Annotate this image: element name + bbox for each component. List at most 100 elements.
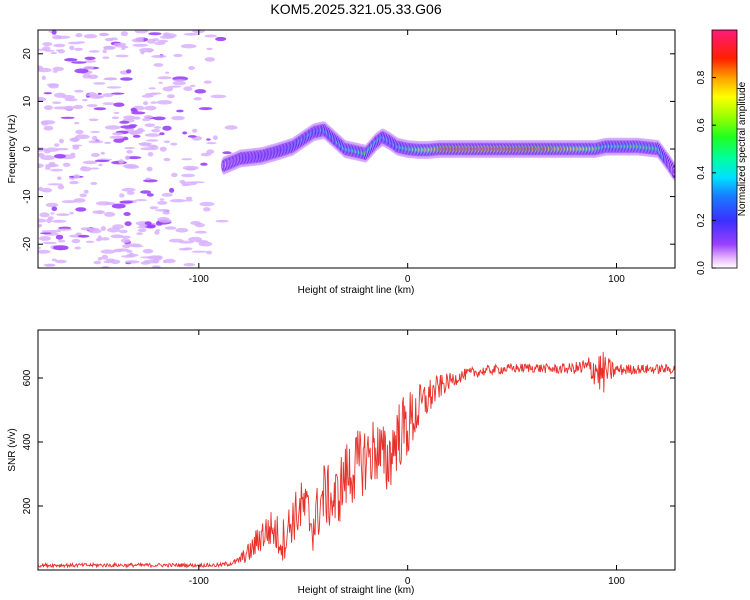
spectrogram-noise-blob bbox=[93, 82, 106, 85]
spectrogram-noise-blob bbox=[38, 186, 44, 192]
spectrogram-noise-blob bbox=[112, 132, 124, 136]
spectrogram-noise-blob bbox=[103, 78, 118, 81]
spectrogram-noise-blob bbox=[153, 63, 164, 67]
spectrogram-noise-blob bbox=[206, 149, 215, 154]
snr-xlabel: Height of straight line (km) bbox=[298, 585, 415, 596]
spectrogram-noise-blob bbox=[144, 133, 161, 137]
spectrogram-noise-blob bbox=[144, 105, 157, 111]
spectrogram-noise-blob bbox=[74, 246, 81, 250]
colorbar-label: Normalized spectral amplitude bbox=[737, 81, 748, 216]
spectrogram-noise-blob bbox=[137, 228, 147, 233]
spectrogram-noise-blob bbox=[119, 120, 130, 124]
spectrogram-noise-blob bbox=[117, 248, 130, 252]
spectrogram-noise-blob bbox=[175, 228, 189, 233]
spectrogram-noise-blob bbox=[102, 56, 110, 59]
spectrogram-noise-blob bbox=[140, 256, 156, 259]
spectrogram-noise-blob bbox=[204, 57, 215, 62]
spectrogram-noise-blob bbox=[185, 196, 193, 200]
spectrogram-noise-blob bbox=[154, 230, 160, 235]
spectrogram-noise-blob bbox=[155, 229, 161, 232]
spectrogram-noise-blob bbox=[181, 173, 195, 178]
spectrogram-noise-blob bbox=[41, 187, 53, 193]
spectrogram-noise-blob bbox=[170, 142, 178, 146]
spectrogram-xtick-label: -100 bbox=[189, 274, 209, 285]
spectrogram-noise-blob bbox=[200, 162, 208, 166]
spectrogram-noise-blob bbox=[180, 44, 197, 49]
spectrogram-noise-blob bbox=[89, 167, 100, 170]
spectrogram-noise-blob bbox=[57, 228, 73, 231]
spectrogram-noise-blob bbox=[204, 34, 217, 38]
spectrogram-noise-blob bbox=[124, 164, 140, 169]
spectrogram-noise-blob bbox=[185, 167, 196, 171]
spectrogram-noise-blob bbox=[85, 240, 95, 243]
spectrogram-noise-blob bbox=[130, 132, 140, 135]
spectrogram-noise-blob bbox=[103, 46, 114, 50]
spectrogram-noise-blob bbox=[77, 234, 90, 238]
spectrogram-noise-blob bbox=[162, 125, 172, 131]
spectrogram-noise-blob bbox=[129, 252, 134, 256]
colorbar: 0.0 0.2 0.4 0.6 0.8 Normalized spectral ampl… bbox=[696, 29, 748, 275]
spectrogram-noise-blob bbox=[40, 232, 52, 235]
spectrogram-noise-blob bbox=[147, 38, 156, 44]
spectrogram-noise-blob bbox=[57, 239, 66, 243]
spectrogram-noise-blob bbox=[136, 232, 143, 236]
spectrogram-noise-blob bbox=[75, 207, 87, 212]
spectrogram-noise-blob bbox=[113, 102, 125, 107]
spectrogram-noise-blob bbox=[69, 180, 79, 185]
spectrogram-noise-blob bbox=[193, 97, 202, 101]
colorbar-tick-label: 0.4 bbox=[696, 165, 707, 179]
spectrogram-noise-blob bbox=[198, 107, 213, 111]
spectrogram-noise-blob bbox=[115, 54, 129, 58]
spectrogram-noise-blob bbox=[55, 234, 64, 240]
colorbar-ticks: 0.0 0.2 0.4 0.6 0.8 bbox=[696, 70, 716, 275]
spectrogram-noise-blob bbox=[52, 101, 62, 104]
spectrogram-noise-blob bbox=[45, 147, 60, 152]
spectrogram-noise-blob bbox=[161, 193, 173, 197]
spectrogram-noise-blob bbox=[153, 116, 166, 121]
spectrogram-noise-blob bbox=[62, 162, 71, 167]
spectrogram-noise-blob bbox=[43, 92, 52, 95]
spectrogram-noise-blob bbox=[80, 227, 91, 231]
spectrogram-noise-blob bbox=[74, 121, 80, 125]
spectrogram-noise-blob bbox=[44, 49, 55, 52]
spectrogram-noise-blob bbox=[104, 125, 121, 130]
spectrogram-noise-blob bbox=[124, 260, 140, 264]
spectrogram-noise-blob bbox=[176, 109, 184, 113]
spectrogram-noise-blob bbox=[110, 234, 124, 239]
spectrogram-noise-blob bbox=[121, 244, 131, 249]
spectrogram-noise-blob bbox=[55, 259, 67, 264]
spectrogram-noise-blob bbox=[71, 238, 81, 244]
spectrogram-noise-blob bbox=[84, 60, 97, 63]
spectrogram-noise-blob bbox=[194, 89, 207, 94]
spectrogram-noise-blob bbox=[38, 163, 44, 169]
spectrogram-noise-blob bbox=[118, 159, 125, 164]
colorbar-gradient bbox=[711, 29, 738, 269]
spectrogram-noise-blob bbox=[181, 184, 190, 187]
spectrogram-noise-blob bbox=[45, 229, 62, 233]
spectrogram-noise-blob bbox=[104, 37, 114, 42]
snr-ytick-label: 200 bbox=[22, 497, 33, 514]
spectrogram-noise-blob bbox=[124, 155, 130, 161]
spectrogram-noise-blob bbox=[124, 221, 132, 227]
spectrogram-noise-blob bbox=[167, 94, 175, 99]
spectrogram-noise-blob bbox=[149, 206, 159, 210]
snr-xtick-label: 100 bbox=[608, 576, 625, 587]
spectrogram-noise-blob bbox=[189, 84, 196, 87]
spectrogram-noise-blob bbox=[141, 94, 154, 98]
spectrogram-noise-blob bbox=[132, 43, 149, 47]
spectrogram-noise-blob bbox=[40, 155, 56, 161]
spectrogram-noise-blob bbox=[206, 47, 213, 51]
spectrogram-noise-blob bbox=[146, 144, 157, 148]
spectrogram-noise-blob bbox=[69, 211, 74, 215]
spectrogram-noise-blob bbox=[75, 33, 83, 38]
spectrogram-noise-blob bbox=[98, 163, 103, 167]
spectrogram-noise-blob bbox=[42, 42, 53, 47]
spectrogram-noise-blob bbox=[145, 177, 151, 180]
spectrogram-noise-blob bbox=[146, 193, 154, 197]
spectrogram-noise-blob bbox=[148, 32, 162, 36]
spectrogram-noise-blob bbox=[64, 58, 78, 62]
spectrogram-noise-blob bbox=[91, 135, 98, 141]
spectrogram-noise-blob bbox=[53, 245, 69, 251]
